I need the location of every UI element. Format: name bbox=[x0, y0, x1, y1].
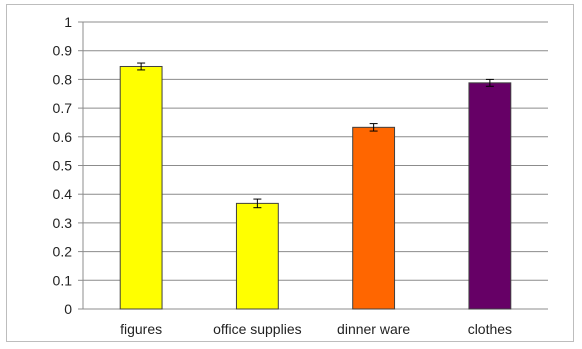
y-tick-label: 0.5 bbox=[53, 158, 73, 174]
y-tick-label: 1 bbox=[64, 14, 72, 30]
y-tick-label: 0.9 bbox=[53, 43, 73, 59]
x-tick-label: clothes bbox=[468, 321, 512, 337]
y-tick-label: 0.2 bbox=[53, 244, 73, 260]
error-bar bbox=[485, 78, 494, 87]
bar-office-supplies bbox=[235, 202, 279, 310]
y-tick-label: 0.8 bbox=[53, 71, 73, 87]
error-bar bbox=[369, 123, 378, 132]
y-tick-label: 0.1 bbox=[53, 272, 73, 288]
y-tick-label: 0.4 bbox=[53, 186, 73, 202]
error-bar bbox=[137, 62, 146, 71]
y-tick-label: 0.6 bbox=[53, 129, 73, 145]
y-tick-labels: 0 0.1 0.2 0.3 0.4 0.5 0.6 0.7 0.8 0.9 1 bbox=[53, 14, 73, 317]
bar-clothes bbox=[468, 82, 512, 310]
x-tick-labels: figures office supplies dinner ware clothes bbox=[120, 321, 512, 337]
y-tick-label: 0 bbox=[64, 301, 72, 317]
y-tick-label: 0.7 bbox=[53, 100, 73, 116]
y-tick-label: 0.3 bbox=[53, 215, 73, 231]
bar-dinner-ware bbox=[352, 126, 396, 310]
bar-figures bbox=[119, 65, 163, 310]
x-tick-label: dinner ware bbox=[337, 321, 410, 337]
bars bbox=[119, 65, 512, 310]
error-bar bbox=[253, 198, 262, 209]
error-bars bbox=[137, 62, 494, 209]
x-tick-label: office supplies bbox=[213, 321, 301, 337]
x-tick-label: figures bbox=[120, 321, 162, 337]
